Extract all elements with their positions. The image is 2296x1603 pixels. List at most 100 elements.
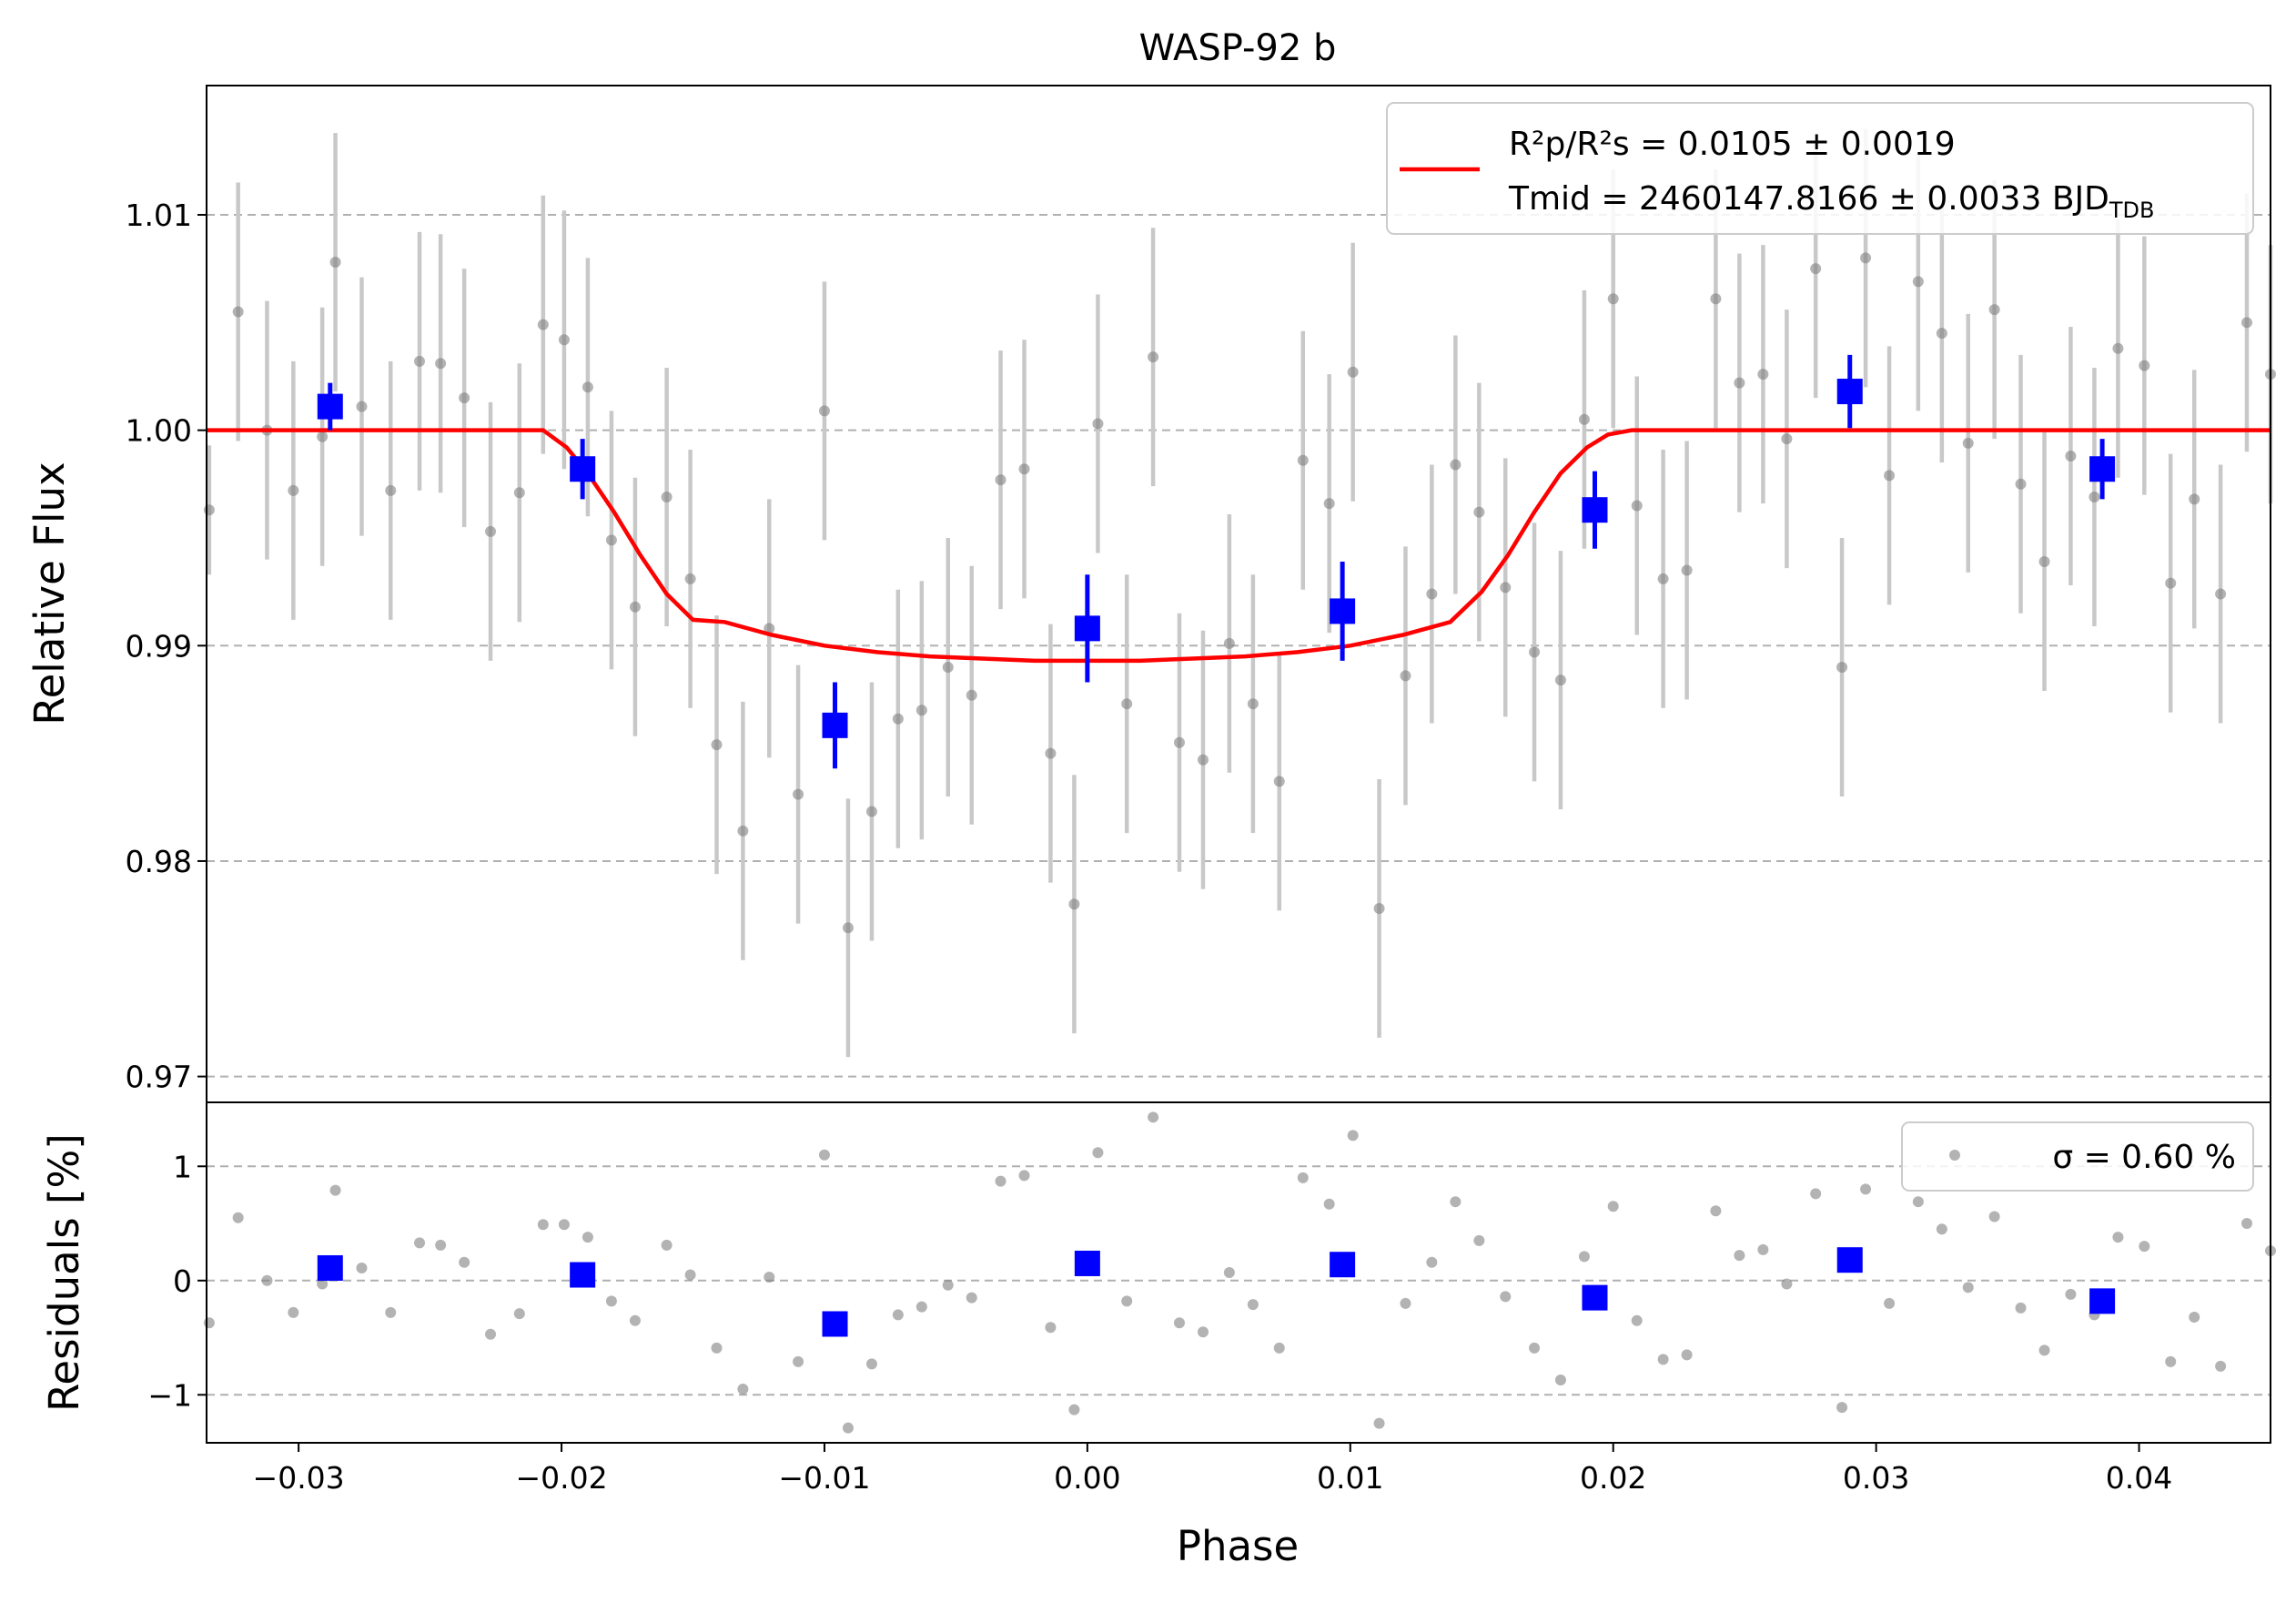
residual-raw-point — [2240, 1218, 2252, 1230]
flux-raw-point — [1273, 776, 1285, 787]
flux-raw-point — [2065, 451, 2077, 462]
residual-raw-point — [1657, 1354, 1669, 1365]
flux-raw-point — [1936, 328, 1947, 340]
flux-raw-point — [1912, 276, 1924, 288]
flux-raw-point — [1400, 670, 1411, 682]
flux-raw-point — [865, 806, 877, 817]
residual-raw-point — [1092, 1147, 1104, 1159]
residual-raw-point — [2189, 1311, 2200, 1323]
flux-raw-point — [1373, 903, 1385, 915]
residual-binned-point — [1836, 1247, 1863, 1273]
residuals-y-ticks: −1 0 1 — [147, 1149, 207, 1413]
flux-raw-point — [513, 487, 525, 499]
residual-raw-point — [203, 1317, 215, 1329]
flux-raw-point — [842, 922, 854, 934]
residual-raw-point — [1400, 1297, 1411, 1309]
residual-raw-point — [793, 1355, 804, 1367]
residual-raw-point — [892, 1309, 904, 1321]
residual-raw-point — [1757, 1243, 1769, 1255]
flux-raw-point — [435, 358, 447, 370]
chart-title: WASP-92 b — [1139, 27, 1337, 69]
residual-raw-point — [942, 1279, 954, 1291]
flux-raw-point — [1092, 418, 1104, 430]
flux-y-ticks: 0.97 0.98 0.99 1.00 1.01 — [126, 198, 207, 1095]
flux-raw-point — [1148, 351, 1159, 363]
flux-raw-point — [995, 474, 1006, 486]
flux-raw-point — [485, 525, 497, 537]
residual-binned-point — [2089, 1288, 2116, 1314]
residual-raw-point — [1554, 1374, 1566, 1385]
phase-x-ticks: −0.03 −0.02 −0.01 0.00 0.01 0.02 0.03 0.04 — [253, 1443, 2172, 1496]
flux-binned-point — [1582, 497, 1608, 523]
residual-raw-point — [1173, 1317, 1185, 1329]
phase-x-tick-label: −0.01 — [778, 1460, 870, 1496]
flux-legend-box — [1386, 102, 2254, 235]
residual-raw-point — [1631, 1314, 1643, 1326]
residual-raw-point — [1297, 1172, 1309, 1183]
flux-raw-point — [2038, 556, 2050, 568]
flux-binned-point — [1330, 598, 1356, 624]
flux-raw-point — [1860, 252, 1872, 264]
flux-raw-point — [892, 713, 904, 725]
residual-raw-point — [1223, 1267, 1235, 1278]
residuals-y-tick-label: 0 — [173, 1263, 192, 1299]
residual-binned-point — [570, 1262, 596, 1288]
legend-mid-transit-time: Tmid = 2460147.8166 ± 0.0033 BJDTDB — [1508, 180, 2154, 223]
residual-raw-point — [1810, 1188, 1822, 1200]
flux-raw-point — [966, 689, 977, 701]
flux-binned-points — [317, 354, 2116, 769]
residual-raw-point — [1068, 1404, 1080, 1415]
flux-raw-point — [1884, 470, 1896, 482]
flux-raw-point — [1197, 754, 1209, 766]
residual-binned-point — [1582, 1284, 1608, 1311]
flux-binned-point — [317, 393, 343, 420]
residuals-legend-box — [1901, 1121, 2254, 1192]
flux-raw-point — [1426, 588, 1438, 600]
phase-x-tick-label: −0.02 — [515, 1460, 607, 1496]
residual-raw-point — [1247, 1299, 1259, 1311]
residual-raw-point — [1273, 1342, 1285, 1354]
flux-raw-point — [1781, 433, 1793, 445]
residual-raw-point — [1681, 1349, 1693, 1361]
flux-raw-point — [317, 431, 329, 442]
flux-raw-point — [1988, 304, 2000, 316]
flux-raw-point — [2189, 493, 2200, 505]
flux-raw-point — [1247, 698, 1259, 710]
residual-raw-point — [605, 1295, 617, 1307]
residual-raw-point — [1347, 1130, 1359, 1141]
residual-raw-point — [1450, 1196, 1462, 1208]
residual-raw-point — [1710, 1205, 1722, 1217]
flux-raw-points — [203, 128, 2276, 1058]
residual-raw-point — [414, 1237, 426, 1249]
residual-raw-point — [2165, 1355, 2177, 1367]
residual-raw-point — [842, 1422, 854, 1434]
flux-panel: 0.97 0.98 0.99 1.00 1.01 Relative Flux R²p/R… — [25, 85, 2276, 1103]
residual-raw-point — [684, 1269, 696, 1281]
residual-raw-point — [1197, 1326, 1209, 1338]
flux-raw-point — [537, 319, 549, 330]
legend-mid-transit-sub: TDB — [2109, 198, 2155, 223]
flux-raw-point — [1554, 675, 1566, 686]
residual-raw-point — [2139, 1241, 2150, 1253]
flux-raw-point — [2240, 317, 2252, 329]
phase-x-tick-label: 0.04 — [2106, 1460, 2172, 1496]
residuals-binned-points — [317, 1247, 2116, 1337]
flux-raw-point — [1836, 661, 1848, 673]
residual-raw-point — [1529, 1342, 1541, 1354]
residual-raw-point — [1473, 1234, 1485, 1246]
flux-raw-point — [1734, 377, 1745, 389]
residuals-y-tick-label: 1 — [173, 1149, 192, 1184]
phase-x-tick-label: 0.00 — [1054, 1460, 1120, 1496]
residual-raw-point — [2215, 1360, 2227, 1372]
flux-raw-point — [2112, 342, 2124, 354]
residual-raw-point — [966, 1292, 977, 1304]
residual-raw-point — [764, 1272, 775, 1283]
residual-binned-point — [822, 1311, 848, 1337]
flux-raw-point — [288, 484, 299, 496]
flux-raw-point — [1018, 463, 1030, 475]
flux-y-tick-label: 0.97 — [126, 1060, 192, 1095]
residual-raw-point — [582, 1232, 593, 1243]
residual-raw-point — [1323, 1198, 1335, 1210]
flux-raw-point — [1578, 413, 1590, 425]
residual-raw-point — [288, 1306, 299, 1318]
